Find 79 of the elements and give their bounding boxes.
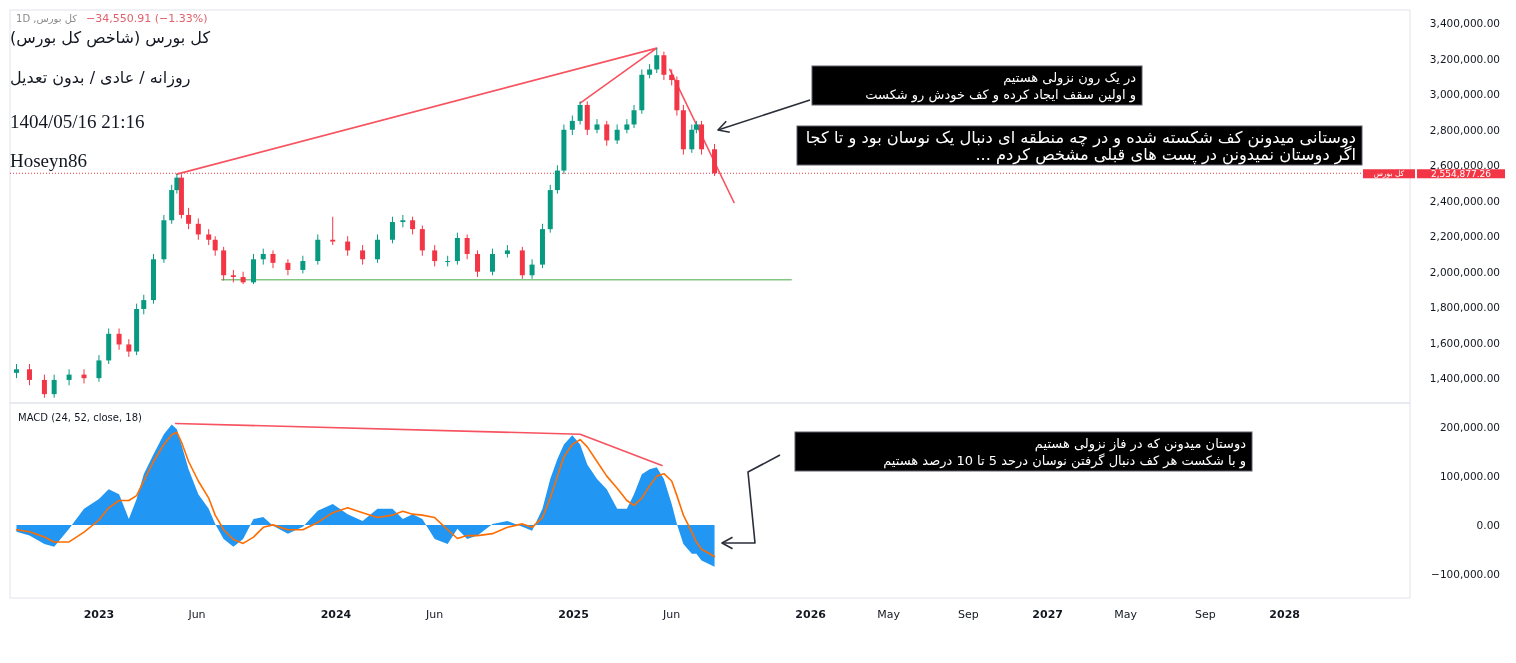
candlestick [141,294,147,315]
x-tick-label: 2028 [1269,607,1300,621]
candlestick [475,249,481,278]
y-tick-label: 3,400,000.00 [1429,17,1500,30]
candlestick [432,244,438,267]
candlestick [624,118,630,134]
candlestick [285,258,291,276]
annotation: و اولین سقف ایجاد کرده و کف خودش رو شکست [865,86,1136,103]
candlestick [489,248,495,276]
y-tick-label: 3,200,000.00 [1429,52,1500,65]
x-tick-label: 2024 [320,607,352,621]
candlestick [604,120,610,147]
x-tick-label: Sep [1195,607,1216,621]
candlestick [330,216,336,246]
candlestick [26,363,32,386]
y-tick-label: 2,200,000.00 [1429,230,1500,243]
candlestick [389,216,395,244]
y-tick-label: 1,800,000.00 [1429,301,1500,314]
annotation: Hoseyn86 [10,149,88,171]
y-tick-label: 1,400,000.00 [1429,372,1500,385]
x-tick-label: Sep [958,607,979,621]
candlestick [594,118,600,134]
text: روزانه / عادی / بدون تعدیل [10,67,191,88]
x-tick-label: Jun [187,607,206,621]
candlestick [360,244,366,266]
x-tick-label: Jun [662,607,681,621]
text: 2,554,877.26 [1430,168,1492,179]
candlestick [400,214,406,228]
candlestick [654,47,660,74]
x-tick-label: 2026 [795,607,827,621]
y-tick-label: 100,000.00 [1439,470,1500,483]
annotation: کل بورس, 1D [16,12,78,24]
candlestick [631,104,637,129]
x-tick-label: 2023 [83,607,115,621]
candlestick [419,225,425,257]
x-tick-label: Jun [425,607,444,621]
candlestick [454,232,460,266]
candlestick [116,327,122,351]
candlestick [689,123,695,154]
candlestick [41,374,47,399]
candlestick [96,354,102,383]
candlestick [251,253,257,285]
annotation: دوستان میدونن که در فاز نزولی هستیم [1034,435,1247,452]
candlestick [174,173,180,195]
y-tick-label: 2,400,000.00 [1429,194,1500,207]
candlestick [240,271,246,285]
x-tick-label: May [1114,607,1138,621]
candlestick [315,233,321,266]
candlestick [614,123,620,145]
candlestick [51,374,57,399]
candlestick [661,51,667,81]
annotation: −34,550.91 (−1.33%) [86,11,208,25]
candlestick [577,100,583,125]
candlestick [464,233,470,260]
y-tick-label: 3,000,000.00 [1429,88,1500,101]
candlestick [375,233,381,264]
candlestick [195,217,201,241]
y-tick-label: −100,000.00 [1431,567,1500,580]
candlestick [212,235,218,257]
x-tick-label: 2025 [558,607,589,621]
candlestick [270,249,276,269]
x-tick-label: 2027 [1032,607,1063,621]
candlestick [554,164,560,195]
annotation: در یک رون نزولی هستیم [1003,69,1137,86]
y-tick-label: 0.00 [1476,518,1500,531]
y-tick-label: 2,800,000.00 [1429,123,1500,136]
y-tick-label: 2,000,000.00 [1429,265,1500,278]
y-tick-label: 200,000.00 [1439,421,1500,434]
x-tick-label: May [877,607,901,621]
annotation: 1404/05/16 21:16 [10,110,145,132]
candlestick [569,115,575,136]
candlestick [529,258,535,280]
y-tick-label: 1,600,000.00 [1429,336,1500,349]
text: کل بورس (شاخص کل بورس) [10,27,211,48]
candlestick [186,207,192,230]
candlestick [345,235,351,257]
text: MACD (24, 52, close, 18) [18,411,143,423]
annotation: و با شکست هر کف دنبال گرفتن نوسان درحد 5 تا 10 درصد هستیم [883,452,1246,469]
candlestick [66,368,72,386]
